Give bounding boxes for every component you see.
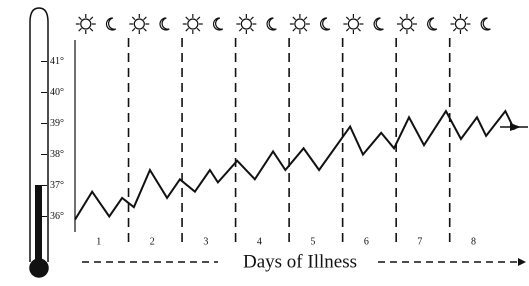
y-tick-label: 37° xyxy=(50,180,64,191)
moon-icon xyxy=(214,18,223,30)
moon-icon xyxy=(481,18,490,30)
moon-icon xyxy=(321,18,330,30)
y-tick-label: 40° xyxy=(50,87,64,98)
x-tick-label: 3 xyxy=(203,236,208,247)
y-tick-label: 41° xyxy=(50,56,64,67)
sun-icon xyxy=(129,14,149,34)
y-tick-label: 39° xyxy=(50,118,64,129)
y-tick-label: 38° xyxy=(50,149,64,160)
x-tick-label: 1 xyxy=(96,236,101,247)
sun-icon xyxy=(450,14,470,34)
x-axis-title: Days of Illness xyxy=(243,251,357,272)
sun-icon xyxy=(76,14,96,34)
x-tick-label: 2 xyxy=(150,236,155,247)
moon-icon xyxy=(160,18,169,30)
x-tick-label: 6 xyxy=(364,236,369,247)
sun-icon xyxy=(183,14,203,34)
moon-icon xyxy=(374,18,383,30)
thermometer xyxy=(30,8,48,277)
moon-icon xyxy=(428,18,437,30)
sun-icon xyxy=(290,14,310,34)
x-tick-label: 7 xyxy=(417,236,422,247)
sun-icon xyxy=(343,14,363,34)
x-tick-label: 4 xyxy=(257,236,262,247)
moon-icon xyxy=(106,18,115,30)
sun-icon xyxy=(236,14,256,34)
y-tick-label: 36° xyxy=(50,211,64,222)
arrow-head xyxy=(518,258,526,266)
temperature-line xyxy=(75,111,514,220)
moon-icon xyxy=(267,18,276,30)
x-tick-label: 8 xyxy=(471,236,476,247)
chart: Days of Illness 36° 37° 38° 39° 40° 41° 1 2 3 4 5 6… xyxy=(0,0,529,286)
sun-icon xyxy=(397,14,417,34)
x-tick-label: 5 xyxy=(310,236,315,247)
